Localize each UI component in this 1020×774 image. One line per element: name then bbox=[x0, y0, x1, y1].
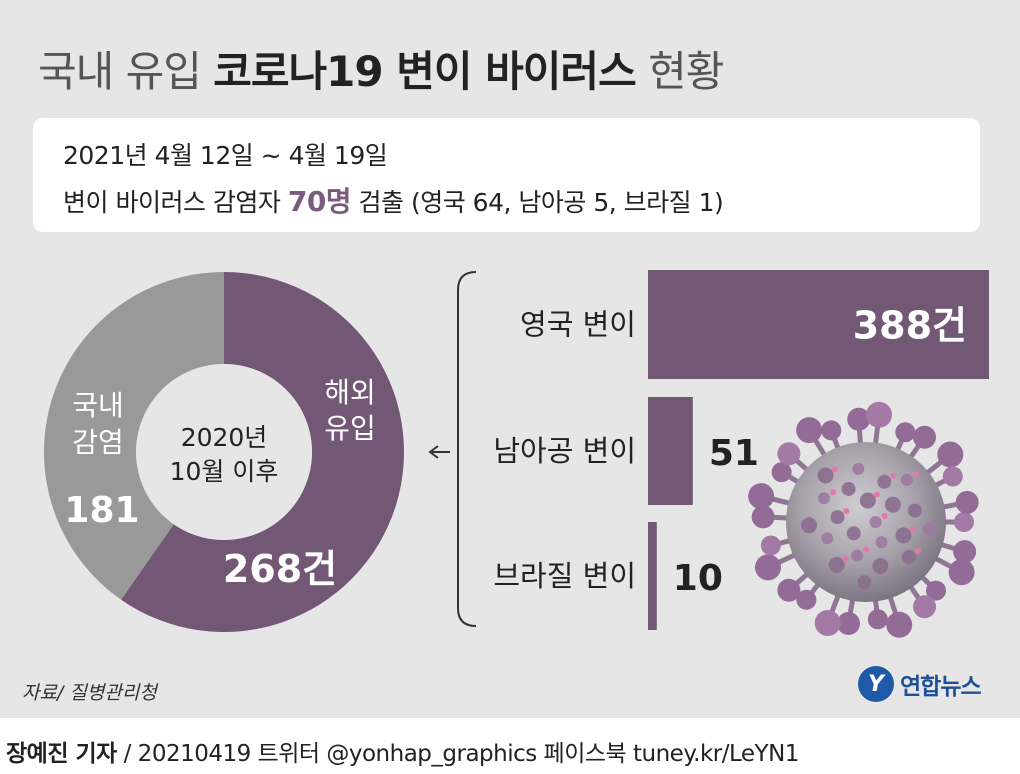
bar-2 bbox=[648, 397, 693, 505]
page-title: 국내 유입 코로나19 변이 바이러스 현황 bbox=[38, 42, 724, 102]
donut-center-label-line2: 10월 이후 bbox=[170, 457, 279, 486]
bar-value-label-3: 10 bbox=[673, 558, 723, 599]
summary-prefix: 변이 바이러스 감염자 bbox=[63, 188, 288, 217]
credit-footer: 장예진 기자 / 20210419 트위터 @yonhap_graphics 페… bbox=[6, 734, 799, 768]
source-note: 자료/ 질병관리청 bbox=[22, 682, 157, 704]
info-box: 2021년 4월 12일 ~ 4월 19일 변이 바이러스 감염자 70명 검출… bbox=[33, 118, 980, 232]
title-main: 코로나19 변이 바이러스 bbox=[213, 47, 636, 96]
summary-suffix: 검출 (영국 64, 남아공 5, 브라질 1) bbox=[351, 188, 724, 217]
slice-label-overseas-line1: 해외 bbox=[324, 376, 376, 409]
bar-value-label-1: 388건 bbox=[853, 304, 967, 348]
credit-rest: / 20210419 트위터 @yonhap_graphics 페이스북 tun… bbox=[116, 741, 800, 767]
logo-text: 연합뉴스 bbox=[900, 674, 982, 700]
slice-label-domestic-line1: 국내 bbox=[72, 389, 124, 422]
slice-label-overseas-line2: 유입 bbox=[324, 412, 376, 445]
arrow-left-icon bbox=[428, 445, 450, 459]
donut-hole bbox=[136, 364, 312, 540]
donut-center-label-line1: 2020년 bbox=[181, 423, 268, 452]
date-range: 2021년 4월 12일 ~ 4월 19일 bbox=[63, 141, 388, 170]
yonhap-logo-icon: Y bbox=[858, 666, 894, 702]
bar-1 bbox=[648, 270, 989, 379]
summary-highlight: 70명 bbox=[287, 185, 352, 218]
bar-value-label-2: 51 bbox=[709, 433, 759, 474]
title-suffix: 현황 bbox=[635, 47, 724, 96]
slice-value-domestic: 181 bbox=[64, 490, 139, 531]
author: 장예진 기자 bbox=[6, 741, 117, 767]
coronavirus-icon bbox=[748, 401, 979, 638]
slice-value-overseas: 268건 bbox=[223, 547, 337, 591]
bar-category-label-1: 영국 변이 bbox=[520, 308, 636, 342]
pie-slice-domestic bbox=[43, 272, 224, 600]
bar-3 bbox=[648, 522, 657, 630]
yonhap-logo: Y 연합뉴스 bbox=[858, 662, 982, 706]
summary-line: 변이 바이러스 감염자 70명 검출 (영국 64, 남아공 5, 브라질 1) bbox=[63, 180, 724, 220]
bar-category-label-3: 브라질 변이 bbox=[493, 559, 636, 593]
title-prefix: 국내 유입 bbox=[38, 47, 214, 96]
slice-label-domestic-line2: 감염 bbox=[72, 426, 124, 459]
bracket bbox=[457, 271, 477, 627]
bar-category-label-2: 남아공 변이 bbox=[493, 434, 636, 468]
pie-slice-overseas bbox=[121, 272, 404, 632]
